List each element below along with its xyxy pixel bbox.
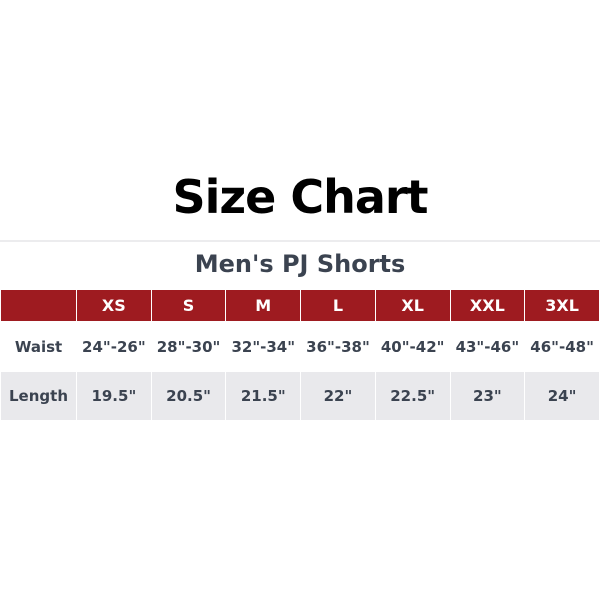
table-cell: 32"-34"	[225, 321, 302, 372]
table-cell: 21.5"	[225, 371, 302, 421]
table-row: Waist 24"-26" 28"-30" 32"-34" 36"-38" 40…	[0, 321, 600, 372]
header-cell: XS	[76, 289, 152, 322]
table-cell: 24"	[524, 371, 600, 421]
table-cell: 19.5"	[76, 371, 152, 421]
table-row: Length 19.5" 20.5" 21.5" 22" 22.5" 23" 2…	[0, 371, 600, 421]
header-cell: XL	[374, 289, 451, 322]
chart-subtitle: Men's PJ Shorts	[194, 250, 406, 278]
header-cell: M	[225, 289, 302, 322]
page-title: Size Chart	[172, 170, 428, 224]
table-cell: 36"-38"	[300, 321, 376, 372]
header-cell	[0, 289, 77, 322]
table-cell: 40"-42"	[374, 321, 451, 372]
table-cell: 22"	[300, 371, 376, 421]
table-cell: 22.5"	[374, 371, 451, 421]
header-cell: XXL	[449, 289, 526, 322]
header-cell: 3XL	[524, 289, 600, 322]
size-table: XS S M L XL XXL 3XL Waist 24"-26" 28"-30…	[0, 289, 600, 421]
table-cell: 46"-48"	[524, 321, 600, 372]
header-cell: S	[150, 289, 227, 322]
header-cell: L	[300, 289, 376, 322]
table-cell: 24"-26"	[76, 321, 152, 372]
divider	[0, 240, 600, 242]
table-cell: 23"	[449, 371, 526, 421]
table-cell: 28"-30"	[150, 321, 227, 372]
row-label: Waist	[0, 321, 77, 372]
table-cell: 20.5"	[150, 371, 227, 421]
header-row: XS S M L XL XXL 3XL	[0, 289, 600, 322]
table-cell: 43"-46"	[449, 321, 526, 372]
row-label: Length	[0, 371, 77, 421]
